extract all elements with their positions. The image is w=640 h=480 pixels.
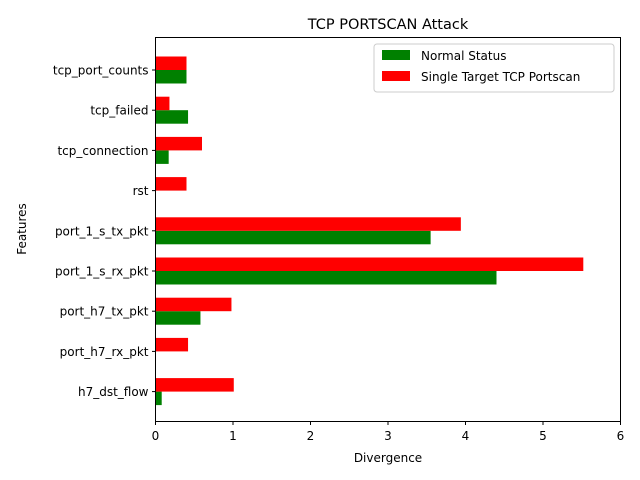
bar-portscan-port-h7-tx-pkt <box>155 297 232 312</box>
bar-normal-port-1-s-tx-pkt <box>155 230 431 245</box>
bar-normal-h7-dst-flow <box>155 391 162 406</box>
y-axis-ticks: tcp_port_counts tcp_failed tcp_connectionr… <box>53 64 156 399</box>
bar-portscan-port-h7-rx-pkt <box>155 337 189 352</box>
y-tick-label: port_h7_rx_pkt <box>60 345 149 359</box>
bar-normal-tcp-failed <box>155 110 189 124</box>
x-tick-label: 2 <box>307 429 315 443</box>
legend: Normal Status Single Target TCP Portscan <box>373 43 615 93</box>
bar-portscan-tcp-failed <box>155 96 170 111</box>
y-tick-label: h7_dst_flow <box>78 385 149 399</box>
legend-box <box>373 43 615 93</box>
y-tick-label: tcp_connection <box>57 144 148 158</box>
x-axis-ticks: 0 1 2 3 4 5 6 <box>152 421 625 443</box>
bar-normal-port-h7-tx-pkt <box>155 311 201 325</box>
bar-portscan-rst <box>155 177 187 191</box>
bar-portscan-h7-dst-flow <box>155 378 234 392</box>
bar-portscan-tcp-port-counts <box>155 56 187 70</box>
x-tick-label: 3 <box>384 429 392 443</box>
bar-portscan-port-1-s-tx-pkt <box>155 217 461 231</box>
bar-normal-tcp-port-counts <box>155 70 187 84</box>
x-tick-label: 6 <box>617 429 625 443</box>
chart-title: TCP PORTSCAN Attack <box>307 17 469 33</box>
x-tick-label: 1 <box>229 429 237 443</box>
bar-normal-port-1-s-rx-pkt <box>155 271 497 285</box>
legend-swatch-normal <box>382 50 410 60</box>
x-axis-label: Divergence <box>354 451 422 465</box>
y-tick-label: tcp_failed <box>90 104 148 118</box>
bar-normal-tcp-connection <box>155 150 169 164</box>
x-tick-label: 0 <box>152 429 160 443</box>
y-tick-label: rst <box>133 184 149 198</box>
legend-label-portscan: Single Target TCP Portscan <box>421 70 580 84</box>
y-tick-label: tcp_port_counts <box>53 64 149 78</box>
y-tick-label: port_1_s_rx_pkt <box>55 265 149 279</box>
bar-portscan-port-1-s-rx-pkt <box>155 257 584 271</box>
legend-label-normal: Normal Status <box>421 49 506 63</box>
y-tick-label: port_h7_tx_pkt <box>60 305 149 319</box>
y-tick-label: port_1_s_tx_pkt <box>55 224 149 238</box>
x-tick-label: 4 <box>462 429 470 443</box>
y-axis-label: Features <box>15 203 29 255</box>
bar-portscan-tcp-connection <box>155 136 202 151</box>
legend-swatch-portscan <box>382 71 410 81</box>
bars-group <box>155 56 584 406</box>
x-tick-label: 5 <box>539 429 547 443</box>
